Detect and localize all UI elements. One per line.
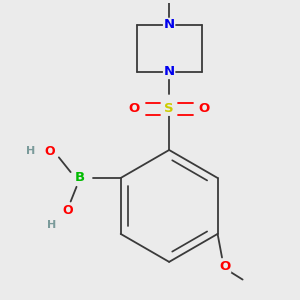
- Text: H: H: [47, 220, 56, 230]
- Text: S: S: [164, 102, 174, 115]
- Text: O: O: [45, 145, 55, 158]
- Text: B: B: [74, 172, 85, 184]
- Text: O: O: [128, 102, 140, 115]
- Text: N: N: [164, 18, 175, 32]
- Text: N: N: [164, 65, 175, 79]
- Text: H: H: [26, 146, 35, 157]
- Text: O: O: [219, 260, 231, 273]
- Text: O: O: [199, 102, 210, 115]
- Text: O: O: [62, 204, 73, 217]
